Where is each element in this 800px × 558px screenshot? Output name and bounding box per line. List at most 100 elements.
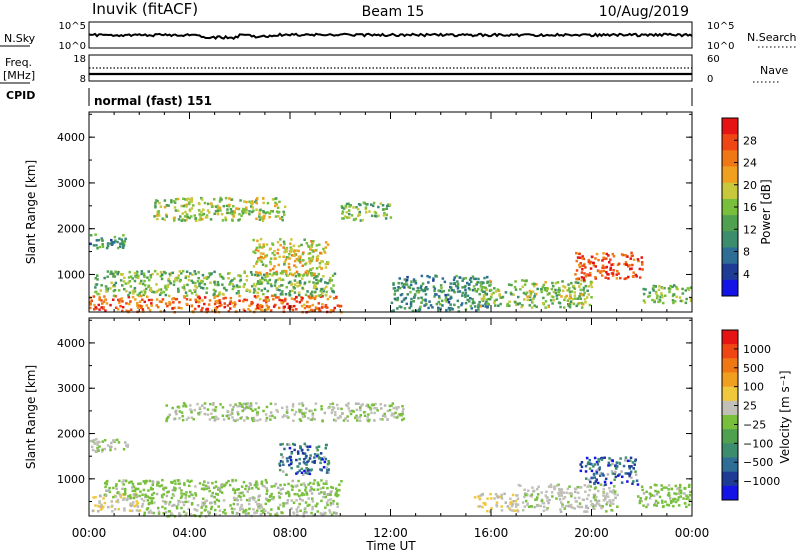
scatter-cell [319,309,322,313]
scatter-cell [367,405,370,409]
scatter-cell [298,402,301,406]
scatter-cell [304,456,308,459]
scatter-cell [319,279,322,283]
scatter-cell [116,498,120,502]
scatter-cell [550,485,553,489]
scatter-cell [216,209,220,212]
scatter-cell [119,495,123,499]
scatter-cell [164,284,167,288]
scatter-cell [526,503,529,507]
scatter-cell [264,275,267,278]
scatter-cell [276,486,280,489]
scatter-cell [200,281,203,285]
scatter-cell [258,212,261,215]
scatter-cell [182,204,185,208]
scatter-cell [100,299,103,302]
scatter-cell [122,234,125,237]
scatter-cell [213,296,216,300]
scatter-cell [356,214,360,218]
scatter-cell [410,280,413,283]
scatter-cell [325,290,328,294]
colorbar-segment [722,344,738,359]
scatter-cell [506,302,509,306]
scatter-cell [104,485,107,489]
scatter-cell [250,273,254,276]
scatter-cell [177,482,180,485]
scatter-cell [193,307,197,311]
scatter-cell [94,286,97,289]
scatter-cell [550,295,554,298]
scatter-cell [401,410,404,413]
scatter-cell [630,476,633,479]
colorbar-tick-label: −1000 [743,475,780,488]
scatter-cell [655,484,658,487]
scatter-cell [497,304,500,307]
scatter-cell [587,274,591,277]
scatter-cell [242,200,246,203]
scatter-cell [390,404,393,407]
scatter-cell [681,287,684,291]
scatter-cell [386,418,389,421]
scatter-cell [262,257,265,260]
scatter-cell [128,509,132,512]
scatter-cell [310,409,313,412]
scatter-cell [478,300,481,304]
scatter-cell [523,279,526,283]
scatter-cell [157,305,160,309]
scatter-cell [216,207,220,210]
scatter-cell [500,495,503,498]
scatter-cell [449,303,452,306]
scatter-cell [241,210,244,213]
scatter-cell [191,310,195,313]
scatter-cell [188,480,191,484]
scatter-cell [202,488,206,491]
scatter-cell [133,495,136,498]
scatter-cell [251,285,254,288]
scatter-cell [115,500,118,503]
scatter-cell [537,485,540,488]
scatter-cell [448,289,451,292]
scatter-cell [631,482,634,485]
scatter-cell [573,496,577,500]
scatter-cell [689,286,693,289]
scatter-cell [673,492,676,495]
scatter-cell [634,458,637,461]
scatter-cell [301,404,305,407]
scatter-cell [609,268,612,271]
scatter-cell [559,508,562,511]
scatter-cell [132,292,135,295]
scatter-cell [359,406,362,409]
scatter-cell [178,301,181,304]
scatter-cell [521,501,525,504]
scatter-cell [596,500,599,503]
scatter-cell [685,497,688,501]
scatter-cell [164,302,168,305]
scatter-cell [164,502,167,505]
scatter-cell [575,251,578,255]
freq-right-tick-top: 60 [707,54,720,65]
scatter-cell [234,303,237,306]
scatter-cell [598,466,601,469]
scatter-cell [468,278,472,282]
scatter-cell [623,277,626,281]
scatter-cell [616,505,619,508]
scatter-cell [642,292,646,296]
scatter-cell [242,208,246,211]
scatter-cell [531,486,534,489]
scatter-cell [466,281,469,285]
noise-sky-trace [88,32,693,41]
scatter-cell [545,508,549,511]
scatter-cell [177,306,181,309]
scatter-cell [124,479,128,483]
scatter-cell [183,482,186,485]
scatter-cell [131,489,135,493]
scatter-cell [98,440,101,444]
scatter-cell [171,271,174,275]
scatter-cell [285,411,289,414]
scatter-cell [482,296,485,300]
scatter-cell [568,305,572,309]
scatter-cell [187,278,191,282]
scatter-cell [117,441,121,444]
scatter-cell [444,296,448,299]
scatter-cell [89,303,92,306]
